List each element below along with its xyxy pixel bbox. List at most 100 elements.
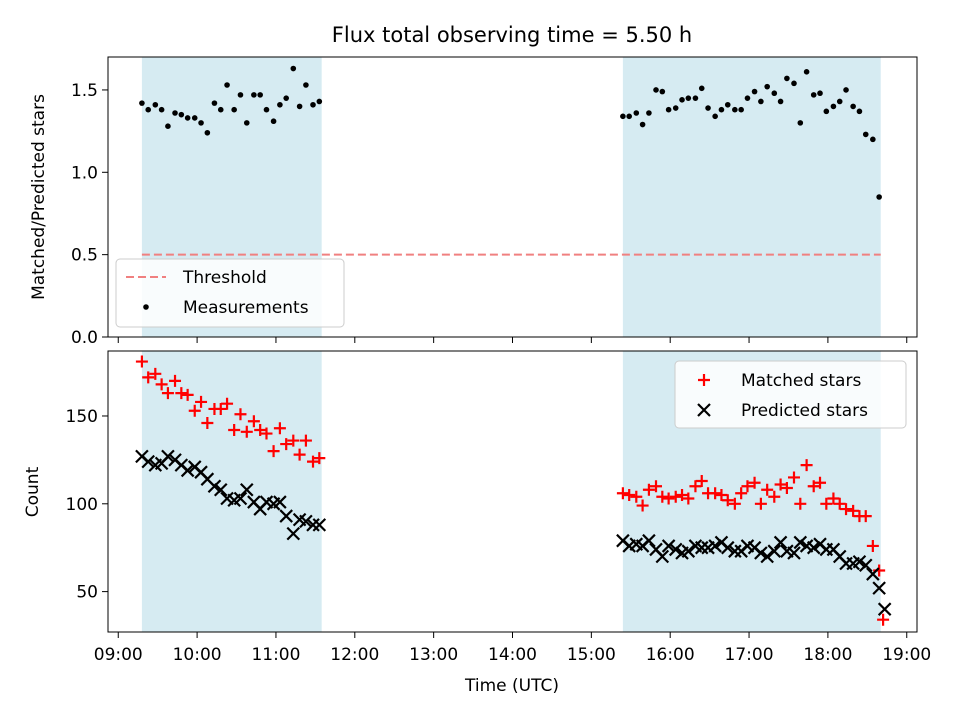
measurement-point <box>270 118 277 125</box>
measurement-point <box>152 101 159 108</box>
measurement-point <box>862 131 869 138</box>
matched-stars-point <box>228 424 241 437</box>
measurement-point <box>823 108 830 115</box>
count-y-axis: 50 100 150 <box>66 407 108 603</box>
matched-stars-point <box>741 480 754 493</box>
measurement-point <box>145 106 152 113</box>
matched-stars-point <box>260 427 273 440</box>
matched-stars-point <box>827 492 840 505</box>
predicted-stars-point <box>720 540 735 555</box>
ratio-legend-box <box>115 258 345 328</box>
ratio-shaded-interval-1 <box>622 57 881 337</box>
predicted-stars-point <box>306 518 320 532</box>
predicted-stars-point <box>286 526 301 541</box>
measurement-point <box>646 110 652 116</box>
matched-stars-point <box>287 434 300 447</box>
count-y-tick-label: 100 <box>66 495 98 515</box>
matched-stars-point <box>267 445 280 458</box>
ratio-y-axis: 0.0 0.5 1.0 1.5 <box>71 81 108 348</box>
measurements-legend-label: Measurements <box>183 298 309 318</box>
ratio-y-tick-label: 0.0 <box>71 328 98 348</box>
matched-stars-point <box>669 490 682 503</box>
matched-stars-point <box>735 487 748 500</box>
time-tick-label: 19:00 <box>882 645 931 665</box>
matched-stars-point <box>313 452 326 465</box>
measurement-point <box>139 100 145 106</box>
measurement-point <box>243 120 250 126</box>
matched-stars-point <box>142 371 155 384</box>
predicted-stars-point <box>681 544 696 558</box>
count-series <box>135 355 892 626</box>
measurement-point <box>870 136 876 143</box>
measurement-point <box>653 87 659 93</box>
matched-stars-point <box>169 374 182 387</box>
matched-stars-point <box>293 448 306 461</box>
measurement-point <box>198 120 204 126</box>
measurement-point <box>803 69 810 75</box>
predicted-stars-point <box>668 542 683 557</box>
predicted-stars-point <box>728 544 742 558</box>
predicted-stars-point <box>279 509 293 523</box>
predicted-stars-point <box>754 546 768 560</box>
matched-stars-point <box>689 480 702 493</box>
time-tick-label: 13:00 <box>409 645 458 665</box>
measurement-point <box>626 113 632 120</box>
matched-stars-point <box>175 387 188 400</box>
matched-stars-point <box>814 476 827 489</box>
matched-stars-point <box>787 471 800 484</box>
predicted-stars-point <box>180 463 195 478</box>
measurement-point <box>290 65 297 72</box>
measurement-point <box>263 106 270 113</box>
matched-stars-point <box>820 497 833 510</box>
measurement-point <box>679 97 685 103</box>
predicted-stars-point <box>760 549 774 564</box>
predicted-stars-point <box>767 544 782 558</box>
matched-stars-point <box>662 492 675 505</box>
matched-stars-point <box>642 483 655 496</box>
matched-stars-point <box>656 490 669 503</box>
predicted-stars-legend-label: Predicted stars <box>741 401 868 421</box>
matched-stars-point <box>833 497 846 510</box>
measurement-point <box>751 88 758 95</box>
predicted-stars-legend-swatch <box>697 403 711 417</box>
measurement-point <box>712 113 718 120</box>
matched-stars-point <box>695 474 708 487</box>
matched-stars-legend-swatch <box>698 374 710 386</box>
matched-stars-point <box>273 422 286 435</box>
ratio-y-tick-label: 1.5 <box>71 81 98 101</box>
measurement-point <box>850 103 856 110</box>
measurement-point <box>633 110 640 116</box>
matched-stars-point <box>135 355 148 368</box>
matched-stars-point <box>774 478 787 491</box>
predicted-stars-point <box>806 540 821 555</box>
measurement-point <box>184 115 191 121</box>
measurements-legend-swatch <box>143 304 149 310</box>
time-tick-label: 10:00 <box>173 645 222 665</box>
matched-stars-point <box>847 504 860 517</box>
measurement-point <box>620 113 626 120</box>
time-tick-label: 18:00 <box>803 645 852 665</box>
measurement-point <box>277 101 283 108</box>
matched-stars-point <box>866 539 879 552</box>
measurement-point <box>758 98 764 105</box>
measurement-point <box>698 85 705 92</box>
matched-stars-point <box>254 424 267 437</box>
predicted-stars-point <box>642 533 656 548</box>
threshold-legend-label: Threshold <box>182 268 267 288</box>
predicted-stars-point <box>239 482 254 497</box>
measurement-point <box>705 105 711 111</box>
matched-stars-point <box>754 497 767 510</box>
measurement-point <box>310 101 316 108</box>
matched-stars-point <box>650 480 663 493</box>
ratio-x-ticks <box>117 337 908 343</box>
predicted-stars-point <box>213 482 228 497</box>
measurement-point <box>237 92 244 98</box>
matched-stars-point <box>728 497 741 510</box>
matched-stars-point <box>623 489 636 502</box>
measurement-point <box>777 98 784 105</box>
time-tick-label: 12:00 <box>330 645 379 665</box>
predicted-stars-point <box>273 495 287 509</box>
matched-stars-point <box>234 408 247 421</box>
matched-stars-point <box>201 417 214 430</box>
count-x-axis: 09:00 10:00 11:00 12:00 13:00 14:00 15:00 16:00… <box>94 632 931 665</box>
